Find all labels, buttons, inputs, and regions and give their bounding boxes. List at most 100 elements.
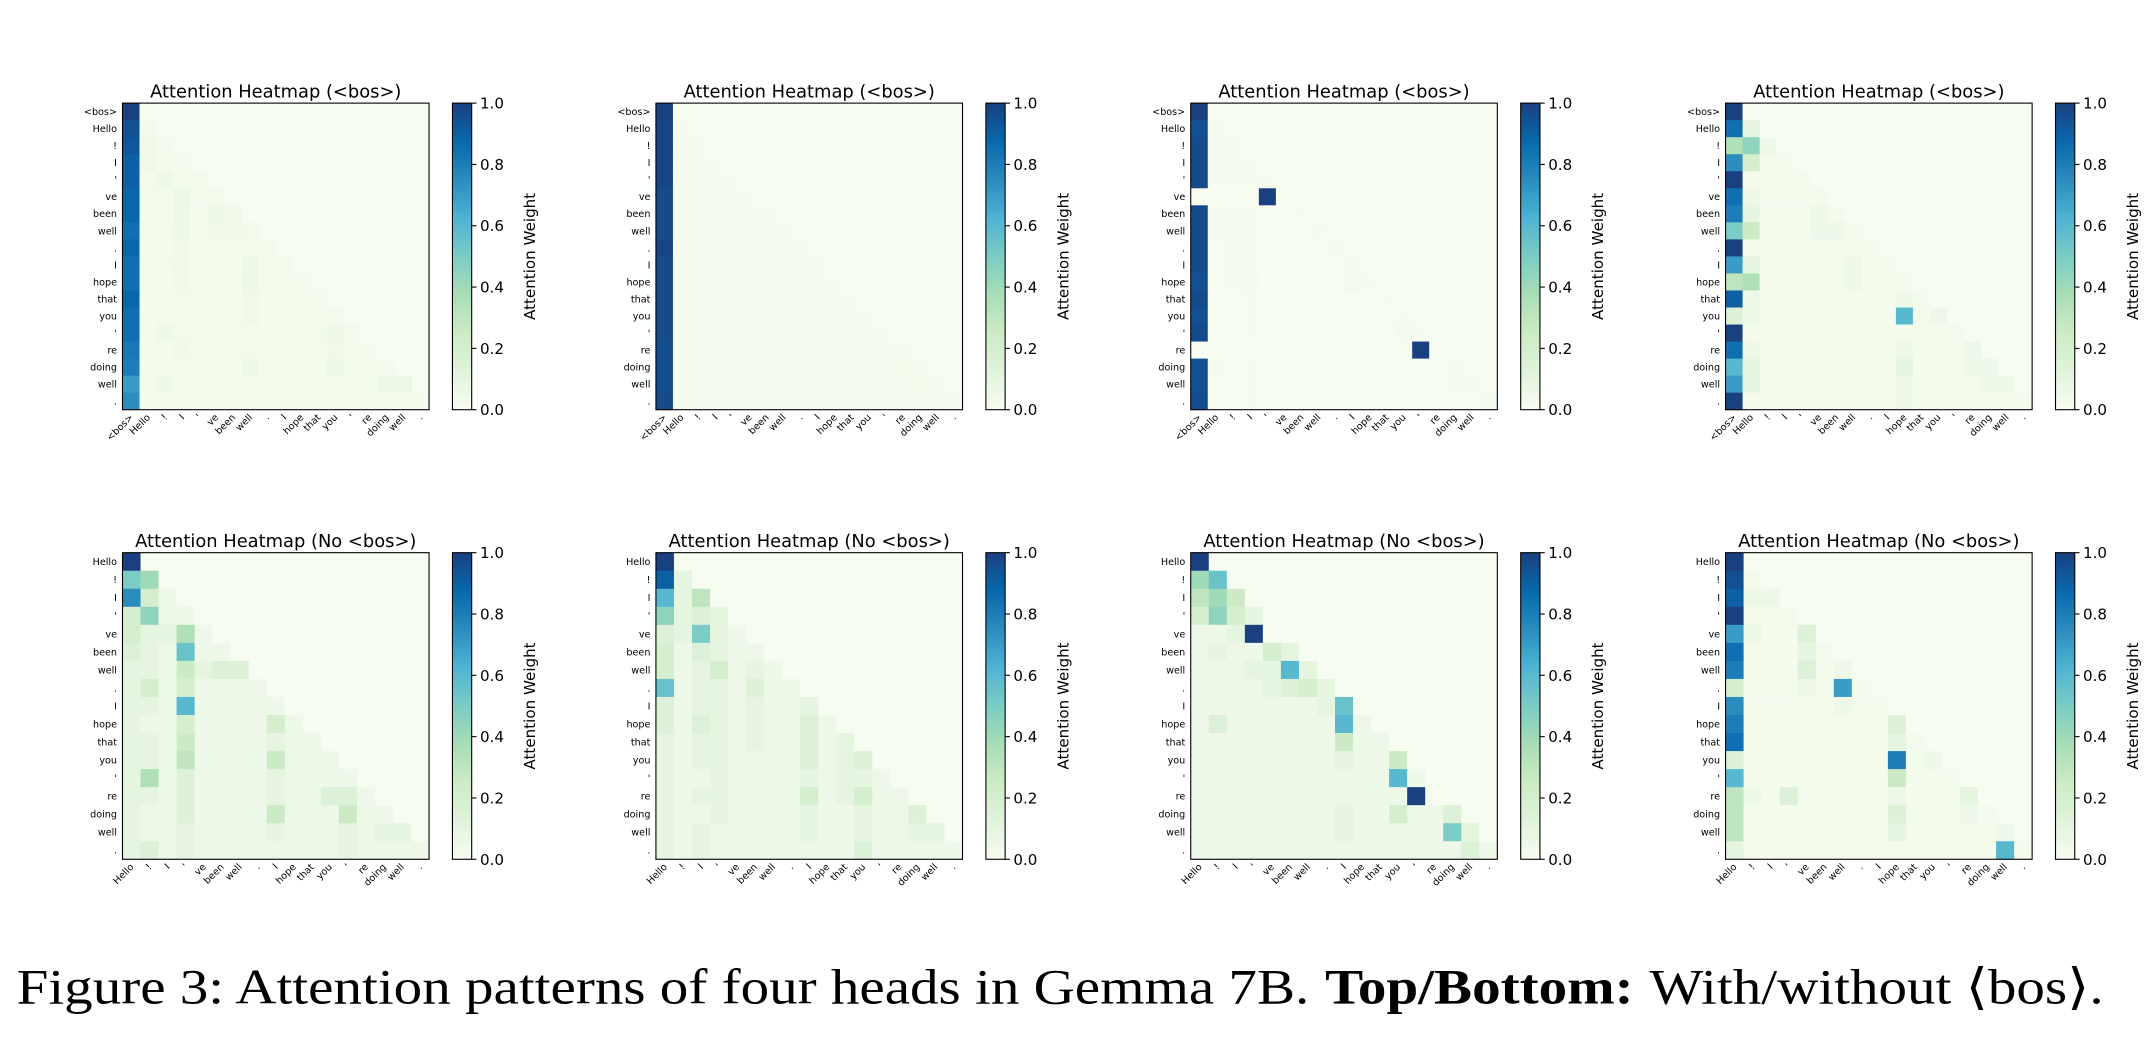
heatmap-cell (1776, 171, 1795, 189)
heatmap-cell (1793, 307, 1812, 325)
heatmap-cell (908, 714, 927, 734)
x-tick-label: Hello (1714, 862, 1739, 887)
heatmap-cell (655, 624, 675, 644)
heatmap-cell (1895, 341, 1914, 360)
heatmap-cell (928, 120, 946, 138)
heatmap-cell (284, 660, 304, 680)
heatmap-cell (412, 171, 430, 189)
heatmap-cell (1244, 570, 1264, 590)
heatmap-cell (1998, 256, 2016, 274)
heatmap-cell (854, 841, 873, 860)
heatmap-cell (1461, 570, 1480, 590)
heatmap-cell (741, 290, 759, 308)
heatmap-cell (356, 841, 376, 860)
heatmap-cell (1941, 714, 1961, 734)
heatmap-cell (338, 606, 358, 626)
heatmap-cell (156, 205, 174, 223)
heatmap-cell (1905, 823, 1925, 842)
heatmap-cell (1981, 324, 1999, 342)
heatmap-cell (176, 805, 196, 824)
heatmap-cell (1190, 188, 1209, 206)
heatmap-cell (1344, 324, 1362, 342)
x-tick-label: well (1454, 862, 1475, 883)
heatmap-cell (1981, 341, 1999, 360)
heatmap-cell (393, 606, 412, 626)
x-tick-label: that (1363, 862, 1385, 884)
heatmap-cell (928, 375, 946, 394)
heatmap-cell (1425, 841, 1444, 860)
heatmap-cell (2015, 188, 2033, 206)
heatmap-cell (1326, 103, 1345, 121)
heatmap-cell (302, 714, 322, 734)
heatmap-cell (1326, 273, 1345, 291)
heatmap-cell (1946, 392, 1965, 411)
heatmap-cell (338, 624, 358, 644)
heatmap-cell (356, 714, 376, 734)
heatmap-cell (1895, 239, 1914, 257)
heatmap-cell (818, 660, 837, 680)
heatmap-cell (212, 823, 232, 842)
heatmap-cell (1878, 205, 1897, 223)
heatmap-cell (1208, 787, 1228, 806)
heatmap-cell (139, 222, 157, 240)
heatmap-cell (764, 570, 783, 590)
heatmap-cell (230, 696, 250, 716)
heatmap-cell (140, 552, 159, 572)
heatmap-cell (741, 392, 759, 411)
heatmap-cell (818, 751, 837, 770)
heatmap-cell (1761, 733, 1781, 752)
heatmap-cell (836, 570, 855, 590)
heatmap-cell (860, 239, 878, 257)
heatmap-cell (292, 222, 311, 240)
heatmap-cell (1998, 222, 2016, 240)
heatmap-cell (826, 137, 844, 155)
heatmap-cell (928, 188, 946, 206)
heatmap-cell (158, 588, 178, 608)
heatmap-cell (326, 239, 345, 257)
heatmap-cell (140, 642, 159, 662)
heatmap-cell (275, 256, 294, 274)
x-tick-label: . (796, 412, 806, 422)
heatmap-cell (1241, 358, 1260, 377)
heatmap-cell (1190, 751, 1210, 770)
heatmap-cell (872, 660, 891, 680)
heatmap-cell (338, 588, 358, 608)
heatmap-cell (1887, 733, 1907, 752)
heatmap-cell (1258, 307, 1277, 325)
heatmap-cell (176, 733, 196, 752)
x-tick-label: well (387, 412, 408, 433)
heatmap-cell (1761, 552, 1781, 572)
heatmap-cell (1797, 570, 1817, 590)
heatmap-cell (710, 714, 729, 734)
heatmap-cell (326, 358, 345, 377)
heatmap-cell (689, 273, 708, 291)
heatmap-cell (843, 256, 861, 274)
heatmap-cell (1292, 341, 1311, 360)
heatmap-cell (1929, 290, 1948, 308)
heatmap-cell (1912, 137, 1931, 155)
heatmap-cell (158, 552, 178, 572)
heatmap-cell (1905, 642, 1925, 662)
heatmap-cell (241, 239, 260, 257)
heatmap-cell (691, 606, 711, 626)
heatmap-cell (1241, 171, 1260, 189)
heatmap-cell (212, 606, 232, 626)
heatmap-cell (1262, 660, 1282, 680)
heatmap-cell (691, 751, 711, 770)
heatmap-cell (1326, 290, 1345, 308)
heatmap-cell (775, 307, 793, 325)
heatmap-cell (1869, 823, 1889, 842)
heatmap-cell (1827, 137, 1846, 155)
heatmap-cell (836, 606, 855, 626)
heatmap-cell (1224, 256, 1243, 274)
x-tick-label: ! (693, 412, 704, 423)
heatmap-cell (1776, 188, 1795, 206)
heatmap-cell (158, 751, 178, 770)
heatmap-cell (689, 171, 708, 189)
x-tick-label: ! (1747, 862, 1758, 873)
heatmap-cell (1262, 570, 1282, 590)
heatmap-cell (1446, 375, 1464, 394)
heatmap-cell (1981, 154, 1999, 172)
heatmap-cell (309, 392, 328, 411)
colorbar-tick-label: 0.0 (1013, 401, 1037, 419)
